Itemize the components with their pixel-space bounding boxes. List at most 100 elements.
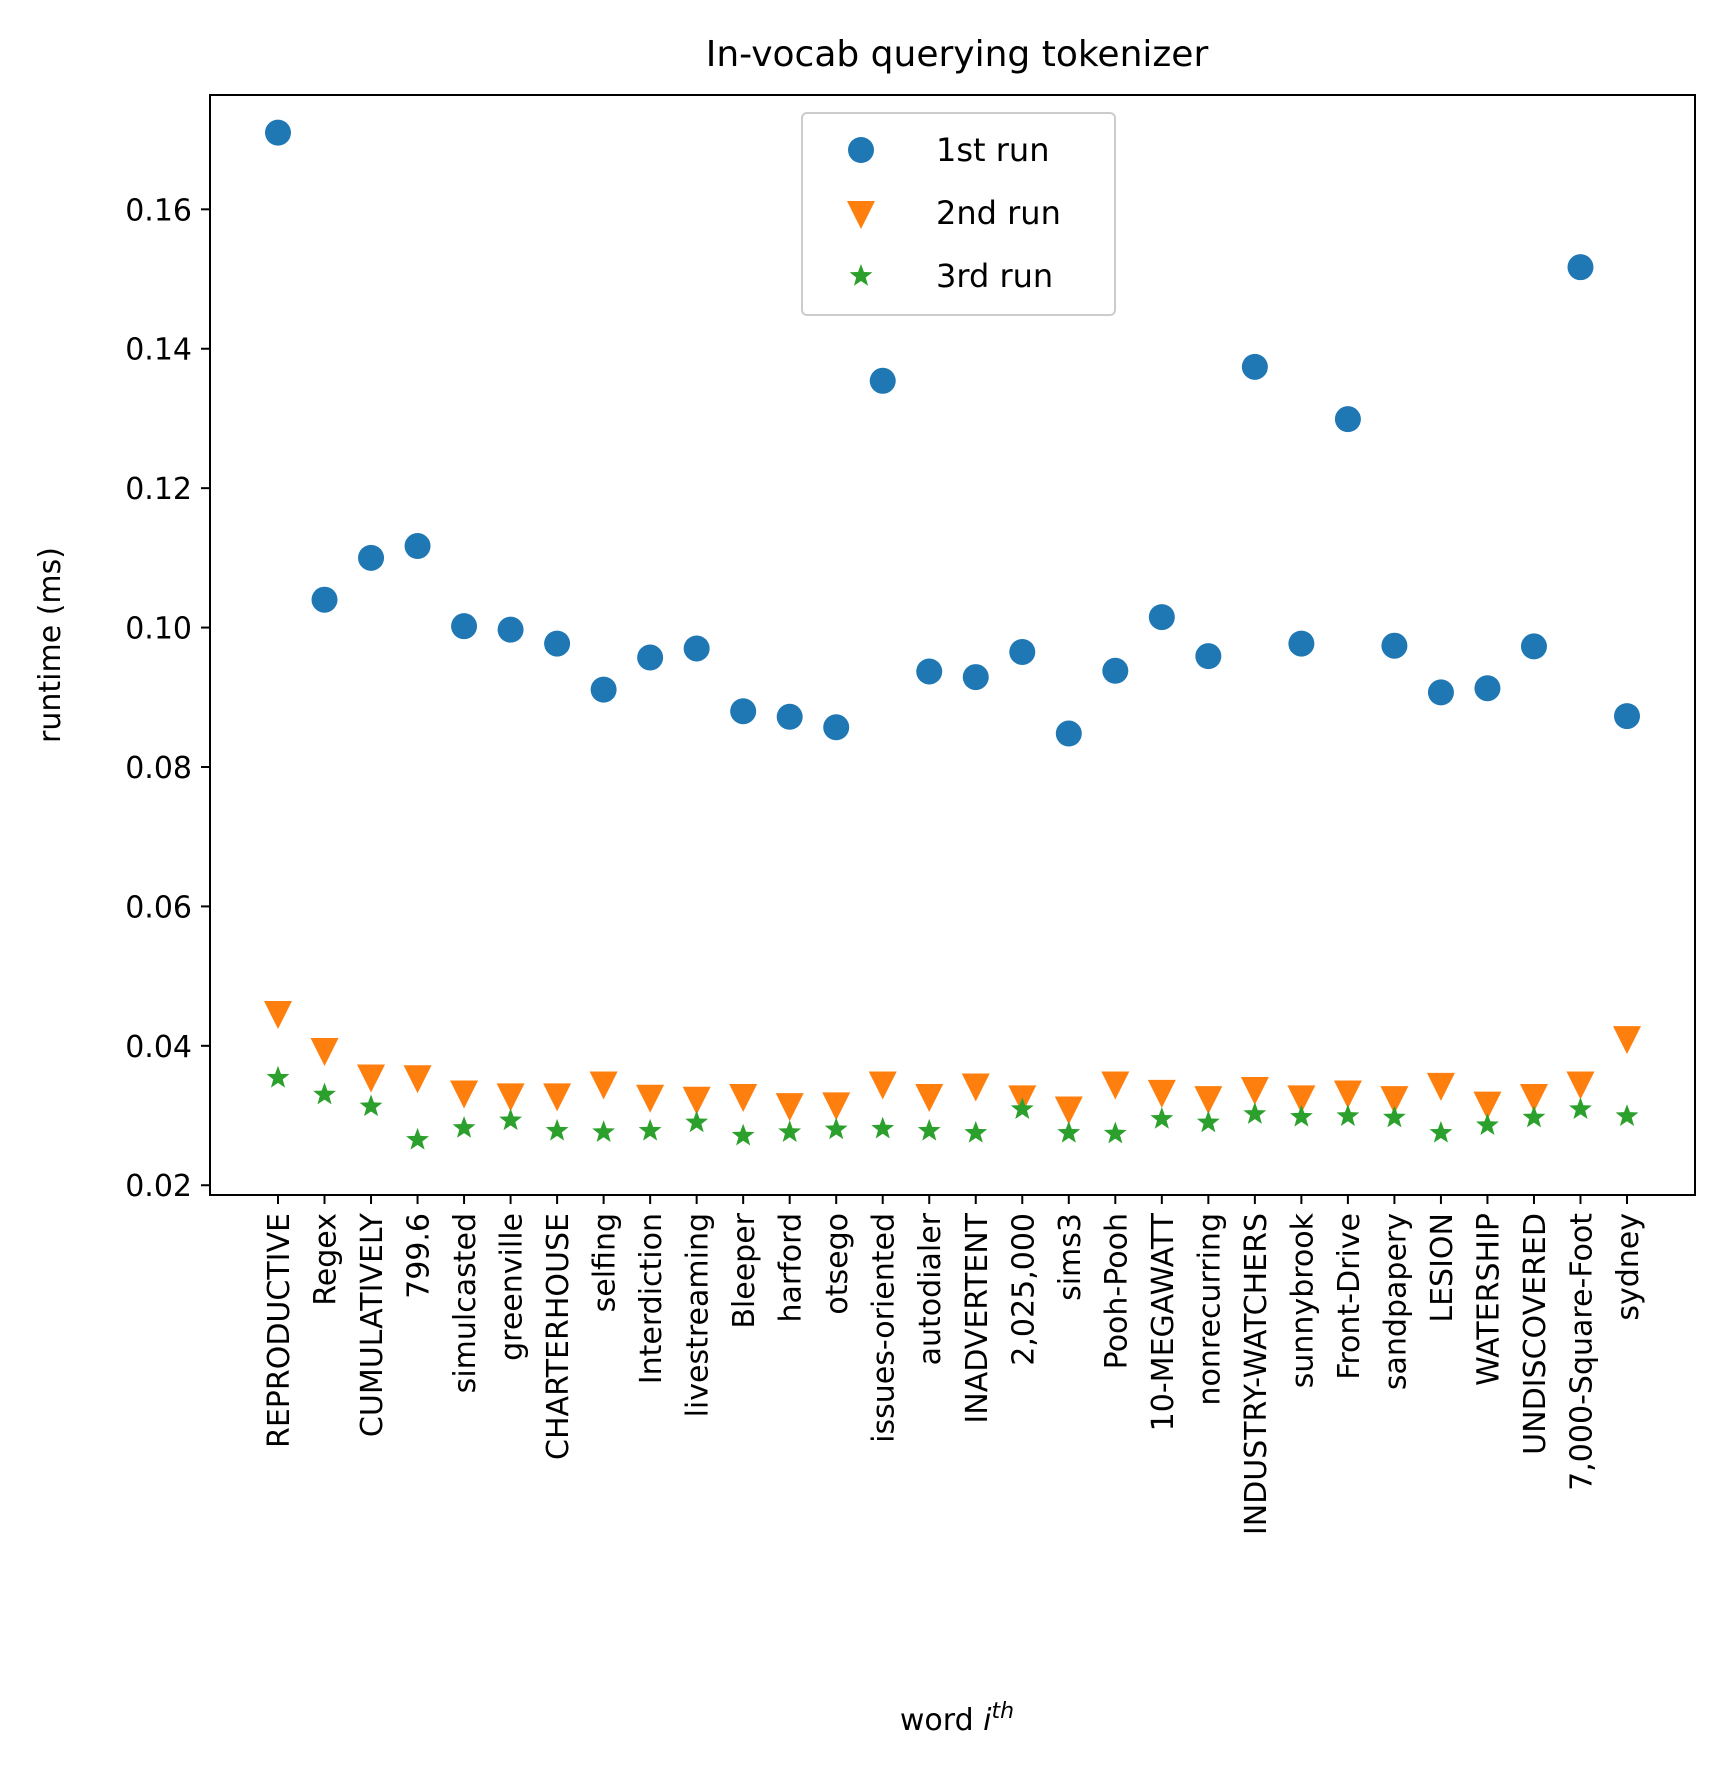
data-point	[1054, 1096, 1083, 1125]
data-point	[637, 644, 664, 671]
data-point	[638, 1118, 662, 1141]
data-point	[1567, 254, 1594, 281]
data-point	[1334, 406, 1361, 433]
data-point	[871, 1116, 895, 1139]
data-point	[731, 1123, 755, 1146]
x-tick-label: REPRODUCTIVE	[262, 1213, 297, 1448]
data-point	[1569, 1097, 1592, 1119]
data-point	[1614, 703, 1640, 730]
data-point	[406, 1127, 429, 1150]
data-point	[1102, 657, 1129, 684]
data-point	[589, 1071, 618, 1100]
data-point	[404, 533, 431, 560]
y-tick-label: 0.04	[125, 1030, 192, 1065]
data-point	[961, 1073, 990, 1102]
data-point	[1427, 679, 1454, 706]
x-axis-label-superscript: th	[992, 1699, 1015, 1724]
data-point	[359, 1094, 383, 1117]
data-point	[1243, 1102, 1267, 1124]
data-point	[1287, 1085, 1316, 1114]
data-point	[868, 1071, 897, 1100]
data-point	[499, 1108, 522, 1131]
data-series	[264, 119, 1641, 1150]
data-point	[683, 635, 710, 662]
x-tick-label: CUMULATIVELY	[355, 1212, 390, 1437]
y-tick-label: 0.08	[125, 751, 192, 786]
x-tick-label: issues-oriented	[867, 1213, 902, 1443]
x-tick-label: INDUSTRY-WATCHERS	[1239, 1213, 1274, 1535]
data-point	[313, 1082, 336, 1105]
data-point	[592, 1120, 616, 1142]
data-point	[1241, 353, 1268, 380]
data-point	[1566, 1071, 1595, 1100]
data-point	[917, 1118, 941, 1141]
data-point	[730, 698, 757, 725]
data-point	[266, 1065, 290, 1088]
data-point	[544, 630, 571, 657]
data-point	[1381, 632, 1408, 659]
x-tick-label: nonrecurring	[1192, 1213, 1227, 1406]
x-axis-label-main: word	[900, 1703, 983, 1738]
data-point	[590, 676, 617, 703]
data-point	[1380, 1086, 1409, 1115]
x-axis-label-italic: i	[983, 1703, 992, 1738]
y-tick-label: 0.14	[125, 333, 192, 368]
data-point	[1429, 1120, 1453, 1143]
series-2	[264, 1001, 1641, 1125]
data-point	[451, 613, 478, 640]
data-point	[543, 1083, 572, 1112]
x-tick-label: sandpapery	[1378, 1213, 1413, 1390]
legend-marker	[847, 201, 875, 229]
data-point	[1473, 1091, 1502, 1120]
x-tick-label: LESION	[1425, 1213, 1460, 1323]
x-tick-label: Interdiction	[634, 1213, 669, 1384]
x-tick-label: 10-MEGAWATT	[1146, 1212, 1181, 1431]
data-point	[1194, 1086, 1223, 1115]
data-point	[685, 1110, 709, 1133]
x-tick-label: 2,025,000	[1006, 1213, 1041, 1366]
data-point	[1520, 633, 1547, 660]
data-point	[310, 1038, 339, 1067]
x-tick-label: sims3	[1053, 1213, 1088, 1301]
x-tick-label: livestreaming	[681, 1213, 716, 1417]
x-axis-label: word ith	[900, 1699, 1014, 1738]
data-point	[1426, 1072, 1455, 1101]
data-point	[1147, 1079, 1176, 1108]
data-point	[1103, 1121, 1127, 1144]
data-point	[264, 1001, 292, 1030]
data-point	[1476, 1113, 1499, 1135]
x-tick-label: WATERSHIP	[1471, 1213, 1506, 1386]
y-tick-label: 0.16	[125, 193, 192, 228]
y-axis-label: runtime (ms)	[33, 547, 68, 743]
data-point	[682, 1086, 711, 1115]
data-point	[1101, 1071, 1130, 1100]
x-tick-label: 799.6	[402, 1213, 437, 1299]
x-tick-label: greenville	[495, 1213, 530, 1361]
data-point	[1055, 720, 1082, 747]
x-axis: REPRODUCTIVE Regex CUMULATIVELY 799.6 simulc…	[262, 1195, 1646, 1535]
data-point	[1522, 1105, 1546, 1128]
data-point	[823, 714, 850, 741]
x-tick-label: UNDISCOVERED	[1518, 1213, 1553, 1455]
x-tick-label: selfing	[588, 1213, 623, 1312]
data-point	[776, 703, 803, 730]
data-point	[1613, 1026, 1641, 1055]
data-point	[729, 1084, 758, 1113]
data-point	[964, 1120, 988, 1143]
data-point	[1615, 1104, 1639, 1126]
data-point	[824, 1117, 848, 1140]
data-point	[265, 119, 291, 146]
series-1	[265, 119, 1640, 747]
x-tick-label: Regex	[309, 1213, 344, 1306]
data-point	[915, 1084, 944, 1113]
legend-label: 2nd run	[936, 194, 1061, 232]
data-point	[496, 1083, 525, 1112]
plot-area-frame	[209, 94, 1696, 1196]
data-point	[1195, 643, 1222, 670]
x-tick-label: simulcasted	[448, 1213, 483, 1393]
y-tick-label: 0.06	[125, 890, 192, 925]
data-point	[822, 1092, 851, 1121]
data-point	[778, 1120, 802, 1142]
data-point	[1519, 1084, 1548, 1113]
